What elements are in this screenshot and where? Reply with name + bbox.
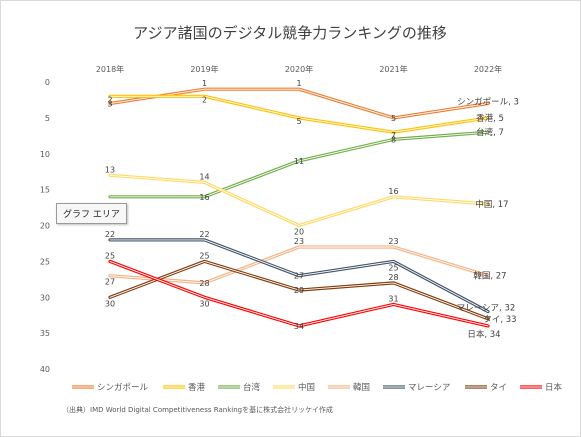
- y-tick-label: 0: [45, 78, 50, 87]
- legend-label: タイ: [490, 383, 507, 393]
- data-label: 25: [388, 263, 398, 272]
- y-tick-label: 30: [40, 293, 50, 302]
- legend-item[interactable]: シンガポール: [72, 382, 149, 393]
- legend-item[interactable]: タイ: [465, 383, 507, 393]
- series-line-3[interactable]: [108, 173, 490, 228]
- data-label: 8: [391, 135, 396, 144]
- data-label: 30: [199, 299, 209, 308]
- data-label: 2: [107, 95, 112, 104]
- legend-label: 日本: [545, 382, 563, 393]
- data-label: 28: [199, 279, 209, 288]
- data-label: 5: [391, 114, 396, 123]
- legend-item[interactable]: 中国: [273, 382, 315, 393]
- data-label: 13: [105, 165, 115, 174]
- y-tick-label: 15: [40, 186, 50, 195]
- series-line-0[interactable]: [108, 87, 490, 120]
- data-label: 23: [388, 237, 398, 246]
- legend-label: 韓国: [353, 382, 370, 393]
- legend-label: 台湾: [243, 382, 261, 393]
- x-tick-label: 2019年: [190, 64, 218, 74]
- data-label: 日本, 34: [467, 329, 500, 340]
- data-label: 3: [107, 100, 112, 109]
- data-label: 34: [294, 322, 304, 331]
- y-tick-label: 35: [40, 329, 50, 338]
- x-tick-label: 2018年: [96, 64, 124, 74]
- series-line-core-5: [109, 239, 489, 313]
- data-label: 25: [199, 251, 209, 260]
- series-line-core-7: [109, 260, 489, 327]
- chart-title: アジア諸国のデジタル競争力ランキングの推移: [133, 24, 447, 42]
- y-tick-label: 5: [45, 114, 50, 123]
- data-label: シンガポール, 3: [457, 97, 519, 108]
- data-label: 31: [388, 294, 398, 303]
- data-label: 20: [294, 228, 304, 237]
- data-label: 7: [391, 131, 396, 140]
- legend-label: マレーシア: [408, 383, 450, 393]
- data-label: 25: [105, 251, 115, 260]
- data-label: 1: [296, 79, 301, 88]
- series-line-core-3: [109, 174, 489, 226]
- data-label: 27: [105, 278, 115, 287]
- data-label: 28: [388, 273, 398, 282]
- series-line-core-2: [109, 131, 489, 198]
- series-line-core-4: [109, 246, 489, 284]
- data-label: タイ, 33: [483, 315, 516, 325]
- legend-item[interactable]: 日本: [520, 382, 563, 393]
- legend-item[interactable]: 韓国: [328, 382, 370, 393]
- x-tick-label: 2020年: [285, 64, 313, 74]
- y-tick-label: 40: [40, 365, 50, 374]
- series-line-core-6: [109, 260, 489, 320]
- data-label: 27: [294, 272, 304, 281]
- y-tick-label: 25: [40, 257, 50, 266]
- legend-item[interactable]: 香港: [163, 382, 206, 393]
- series-line-core-0: [109, 88, 489, 119]
- data-label: 韓国, 27: [473, 271, 506, 282]
- legend-label: シンガポール: [97, 382, 149, 393]
- legend-label: 香港: [188, 382, 206, 393]
- legend-item[interactable]: 台湾: [218, 382, 261, 393]
- source-note: （出典）IMD World Digital Competitiveness Ra…: [62, 405, 333, 414]
- x-tick-label: 2021年: [379, 64, 407, 74]
- data-label: 22: [105, 230, 115, 239]
- data-label: 11: [294, 157, 304, 166]
- chart-area-tooltip: グラフ エリア: [56, 203, 127, 224]
- data-label: 1: [202, 79, 207, 88]
- data-label: 30: [105, 299, 115, 308]
- data-label: 23: [294, 237, 304, 246]
- data-label: 中国, 17: [475, 199, 508, 210]
- data-label: 22: [199, 230, 209, 239]
- data-label: マレーシア, 32: [457, 304, 516, 314]
- data-label: 16: [199, 193, 209, 202]
- x-tick-label: 2022年: [474, 64, 502, 74]
- data-label: 14: [199, 172, 209, 181]
- y-tick-label: 20: [40, 222, 50, 231]
- data-label: 29: [294, 286, 304, 295]
- data-label: 香港, 5: [476, 113, 504, 124]
- legend-label: 中国: [298, 382, 315, 393]
- data-label: 16: [388, 187, 398, 196]
- legend-item[interactable]: マレーシア: [383, 383, 450, 393]
- data-label: 台湾, 7: [476, 127, 504, 138]
- data-label: 5: [296, 117, 301, 126]
- data-label: 2: [202, 95, 207, 104]
- y-tick-label: 10: [40, 150, 50, 159]
- series-line-core-1: [109, 95, 489, 133]
